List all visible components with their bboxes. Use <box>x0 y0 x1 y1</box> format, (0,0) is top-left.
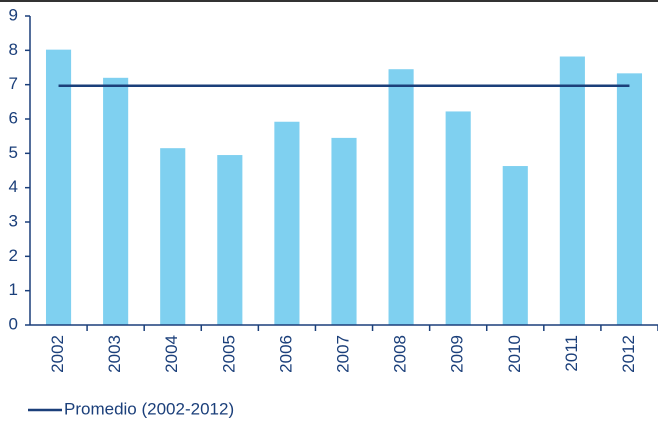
bar <box>616 73 643 325</box>
bar <box>502 166 528 325</box>
x-tick-label: 2011 <box>562 335 581 372</box>
bar <box>160 148 186 325</box>
bar <box>388 69 414 325</box>
y-tick-label: 7 <box>9 74 18 93</box>
y-tick-label: 2 <box>9 246 18 265</box>
x-tick-label: 2002 <box>48 335 67 373</box>
bar <box>45 49 72 325</box>
x-tick-label: 2003 <box>105 335 124 373</box>
x-tick-label: 2007 <box>333 335 352 373</box>
x-tick-label: 2008 <box>391 335 410 373</box>
y-tick-label: 6 <box>9 108 18 127</box>
x-tick-label: 2004 <box>162 335 181 373</box>
y-tick-label: 1 <box>9 280 18 299</box>
y-tick-label: 0 <box>9 314 18 333</box>
bar <box>217 155 243 325</box>
legend-label: Promedio (2002-2012) <box>64 399 234 418</box>
y-tick-label: 8 <box>9 40 18 59</box>
x-tick-label: 2006 <box>276 335 295 373</box>
x-tick-label: 2012 <box>619 335 638 373</box>
y-tick-label: 3 <box>9 211 18 230</box>
bar <box>559 56 585 325</box>
bar <box>274 121 300 325</box>
x-tick-label: 2009 <box>448 335 467 373</box>
bar <box>445 111 471 326</box>
y-tick-label: 4 <box>9 177 18 196</box>
y-tick-label: 9 <box>9 5 18 24</box>
y-tick-label: 5 <box>9 143 18 162</box>
x-tick-label: 2010 <box>505 335 524 373</box>
x-tick-label: 2005 <box>219 335 238 373</box>
bar <box>103 77 129 325</box>
bar <box>331 137 357 325</box>
